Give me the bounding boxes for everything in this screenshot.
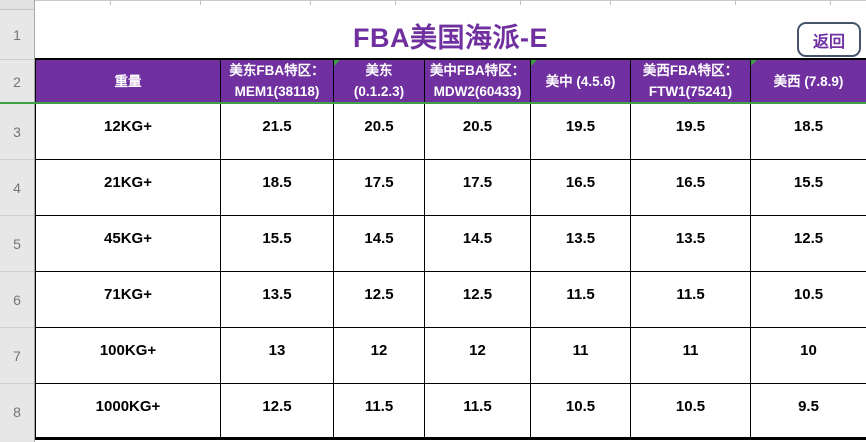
gridline-stub (610, 0, 611, 5)
cell-rate[interactable]: 19.5 (531, 104, 631, 160)
gridline-stub (520, 0, 521, 5)
cell-rate[interactable]: 18.5 (751, 104, 866, 160)
header-east[interactable]: 美东 (0.1.2.3) (334, 58, 425, 104)
header-line: 美东FBA特区： (229, 63, 325, 79)
row-header-4[interactable]: 4 (0, 160, 34, 216)
cell-rate[interactable]: 16.5 (631, 160, 751, 216)
cell-rate[interactable]: 21.5 (221, 104, 334, 160)
cell-rate[interactable]: 20.5 (334, 104, 425, 160)
cell-weight[interactable]: 12KG+ (36, 104, 221, 160)
cell-rate[interactable]: 10.5 (631, 384, 751, 440)
row-header-2[interactable]: 2 (0, 60, 34, 104)
cell-rate[interactable]: 19.5 (631, 104, 751, 160)
cell-rate[interactable]: 17.5 (425, 160, 531, 216)
gridline-stub (735, 0, 736, 5)
gridline-stub (310, 0, 311, 5)
cell-rate[interactable]: 9.5 (751, 384, 866, 440)
header-weight[interactable]: 重量 (36, 58, 221, 104)
cell-rate[interactable]: 13.5 (631, 216, 751, 272)
header-west-fba-zone[interactable]: 美西FBA特区： FTW1(75241) (631, 58, 751, 104)
header-line: (0.1.2.3) (353, 84, 405, 99)
header-central[interactable]: 美中 (4.5.6) (531, 58, 631, 104)
cell-rate[interactable]: 12.5 (751, 216, 866, 272)
cell-rate[interactable]: 11.5 (531, 272, 631, 328)
header-line: MDW2(60433) (433, 84, 522, 99)
header-line: 美西 (7.8.9) (773, 73, 844, 89)
cell-rate[interactable]: 17.5 (334, 160, 425, 216)
cell-rate[interactable]: 12.5 (221, 384, 334, 440)
cell-rate[interactable]: 13.5 (221, 272, 334, 328)
cell-rate[interactable]: 11.5 (334, 384, 425, 440)
cell-rate[interactable]: 10 (751, 328, 866, 384)
header-line: 美东 (365, 63, 393, 79)
header-east-fba-zone[interactable]: 美东FBA特区： MEM1(38118) (221, 58, 334, 104)
cell-rate[interactable]: 10.5 (531, 384, 631, 440)
cell-rate[interactable]: 15.5 (751, 160, 866, 216)
header-line: FTW1(75241) (648, 84, 733, 99)
table-bottom-border (35, 437, 866, 440)
gridline-stub (395, 0, 396, 5)
row-header-1[interactable]: 1 (0, 10, 34, 60)
cell-rate[interactable]: 11 (631, 328, 751, 384)
header-line: 重量 (114, 73, 142, 89)
cell-rate[interactable]: 14.5 (425, 216, 531, 272)
cell-rate[interactable]: 13 (221, 328, 334, 384)
header-line: MEM1(38118) (234, 84, 320, 99)
cell-rate[interactable]: 11.5 (425, 384, 531, 440)
header-line: 美西FBA特区： (642, 63, 739, 79)
header-line: 美中FBA特区： (429, 63, 526, 79)
cell-weight[interactable]: 71KG+ (36, 272, 221, 328)
header-central-fba-zone[interactable]: 美中FBA特区： MDW2(60433) (425, 58, 531, 104)
cell-rate[interactable]: 18.5 (221, 160, 334, 216)
cell-rate[interactable]: 11 (531, 328, 631, 384)
cell-rate[interactable]: 15.5 (221, 216, 334, 272)
cell-rate[interactable]: 10.5 (751, 272, 866, 328)
top-gridline (0, 0, 866, 1)
row-header-6[interactable]: 6 (0, 272, 34, 328)
row-header-column: 1 2 3 4 5 6 7 8 (0, 0, 35, 442)
cell-weight[interactable]: 100KG+ (36, 328, 221, 384)
cell-rate[interactable]: 12.5 (425, 272, 531, 328)
row-header-8[interactable]: 8 (13, 404, 21, 420)
row-header-5[interactable]: 5 (0, 216, 34, 272)
cell-rate[interactable]: 11.5 (631, 272, 751, 328)
gridline-stub (830, 0, 831, 5)
cell-weight[interactable]: 1000KG+ (36, 384, 221, 440)
error-indicator-icon (334, 60, 340, 66)
title-row: FBA美国海派-E 返回 (35, 10, 866, 60)
cell-rate[interactable]: 12 (425, 328, 531, 384)
row-header-3[interactable]: 3 (0, 104, 34, 160)
cell-rate[interactable]: 12.5 (334, 272, 425, 328)
row-header-sliver (0, 0, 34, 10)
rate-table: 重量 美东FBA特区： MEM1(38118) 美东 (0.1.2.3) 美中F… (35, 58, 866, 440)
cell-rate[interactable]: 20.5 (425, 104, 531, 160)
gridline-stub (200, 0, 201, 5)
error-indicator-icon (531, 60, 537, 66)
header-green-underline (0, 102, 866, 104)
cell-rate[interactable]: 13.5 (531, 216, 631, 272)
cell-rate[interactable]: 16.5 (531, 160, 631, 216)
back-button[interactable]: 返回 (797, 22, 861, 57)
error-indicator-icon (751, 60, 757, 66)
cell-rate[interactable]: 12 (334, 328, 425, 384)
page-title[interactable]: FBA美国海派-E (353, 22, 548, 53)
cell-weight[interactable]: 21KG+ (36, 160, 221, 216)
cell-rate[interactable]: 14.5 (334, 216, 425, 272)
header-line: 美中 (4.5.6) (545, 73, 616, 89)
gridline-stub (110, 0, 111, 5)
header-west[interactable]: 美西 (7.8.9) (751, 58, 866, 104)
cell-weight[interactable]: 45KG+ (36, 216, 221, 272)
row-header-7[interactable]: 7 (0, 328, 34, 384)
